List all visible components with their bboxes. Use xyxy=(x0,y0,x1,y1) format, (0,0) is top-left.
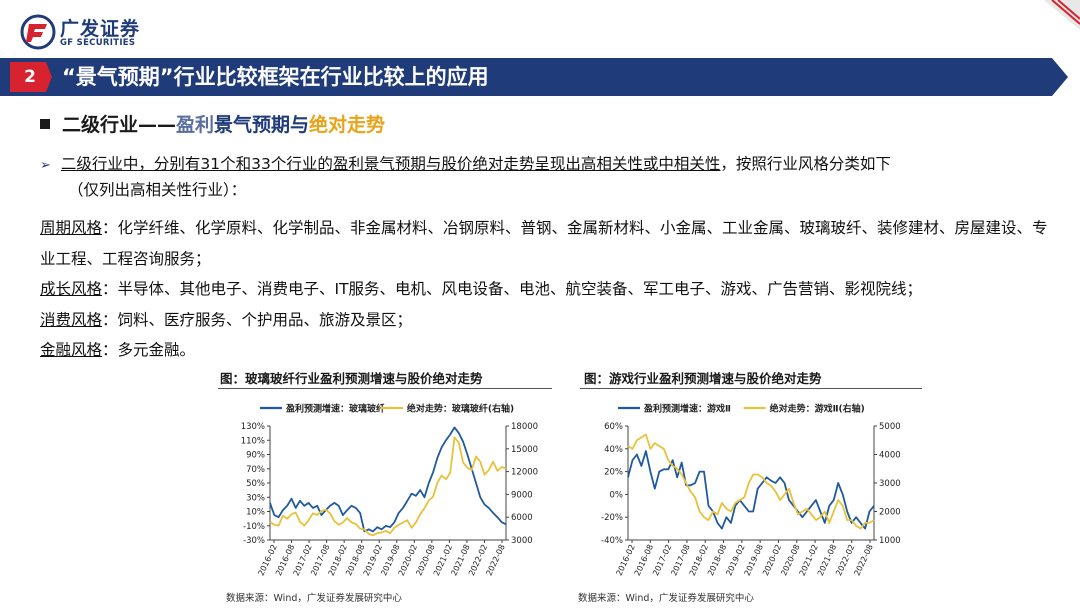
y-tick-label-right: 3000 xyxy=(511,536,533,546)
y-tick-label-left: 30% xyxy=(246,493,265,503)
series-line-growth xyxy=(627,450,875,530)
y-tick-label-right: 18000 xyxy=(511,422,538,432)
caption-divider xyxy=(580,388,922,389)
corner-decoration xyxy=(1044,0,1080,30)
style-item-growth: 成长风格：半导体、其他电子、消费电子、IT服务、电机、风电设备、电池、航空装备、… xyxy=(40,274,1050,305)
bullet-text-rest: ，按照行业风格分类如下 xyxy=(720,155,891,173)
style-label: 周期风格 xyxy=(40,219,103,237)
series-line-price xyxy=(269,436,507,537)
chart-game: 盈利预测增速：游戏Ⅱ 绝对走势：游戏Ⅱ(右轴) 60% 40% 20% 0% -20% -40… xyxy=(601,403,901,578)
y-tick-label-right: 5000 xyxy=(879,422,901,432)
arrow-bullet-icon: ➢ xyxy=(40,158,51,173)
bullet-point: ➢ 二级行业中，分别有31个和33个行业的盈利景气预期与股价绝对走势呈现出高相关性… xyxy=(40,148,1060,182)
y-tick-label-left: -10% xyxy=(243,522,265,532)
legend-label-growth: 盈利预测增速：游戏Ⅱ xyxy=(643,403,731,415)
y-tick-label-right: 3000 xyxy=(879,479,901,489)
chart-caption-glass-fiber: 图：玻璃玻纤行业盈利预测增速与股价绝对走势 xyxy=(220,371,483,386)
y-tick-label-left: 20% xyxy=(604,468,623,478)
chart-source-glass-fiber: 数据来源：Wind，广发证券发展研究中心 xyxy=(226,593,402,604)
chart-source-game: 数据来源：Wind，广发证券发展研究中心 xyxy=(578,593,754,604)
section-heading-part-b: 盈利 xyxy=(176,114,215,136)
style-text: ：半导体、其他电子、消费电子、IT服务、电机、风电设备、电池、航空装备、军工电子… xyxy=(102,280,923,298)
y-tick-label-left: 10% xyxy=(246,508,265,518)
style-item-consumer: 消费风格：饲料、医疗服务、个护用品、旅游及景区； xyxy=(40,305,1050,336)
y-tick-label-left: -30% xyxy=(243,536,265,546)
style-list: 周期风格：化学纤维、化学原料、化学制品、非金属材料、冶钢原料、普钢、金属新材料、… xyxy=(40,213,1050,366)
section-heading-part-d: 绝对走势 xyxy=(309,114,386,136)
style-text: ：饲料、医疗服务、个护用品、旅游及景区； xyxy=(102,310,413,329)
logo-english-name: GF SECURITIES xyxy=(60,38,136,48)
style-label: 金融风格 xyxy=(40,341,103,359)
style-label: 消费风格 xyxy=(40,310,103,329)
chart-glass-fiber: 盈利预测增速：玻璃玻纤 绝对走势：玻璃玻纤(右轴) 130% 110% 90% 70% 50… xyxy=(241,403,538,578)
company-logo: 广发证券 GF SECURITIES xyxy=(20,12,150,54)
y-tick-label-right: 2000 xyxy=(879,508,901,518)
logo-chinese-name: 广发证券 xyxy=(60,18,141,40)
y-tick-label-right: 15000 xyxy=(511,445,538,455)
bullet-text-underlined: 二级行业中，分别有31个和33个行业的盈利景气预期与股价绝对走势呈现出高相关性或… xyxy=(60,155,721,173)
chart-caption-game: 图：游戏行业盈利预测增速与股价绝对走势 xyxy=(584,371,822,386)
legend-label-price: 绝对走势：玻璃玻纤(右轴) xyxy=(407,403,514,415)
bullet-text-line2: （仅列出高相关性行业）： xyxy=(68,181,247,199)
style-text: ：化学纤维、化学原料、化学制品、非金属材料、冶钢原料、普钢、金属新材料、小金属、… xyxy=(40,219,1048,268)
y-tick-label-right: 4000 xyxy=(879,451,901,461)
y-tick-label-left: 70% xyxy=(246,465,265,475)
y-tick-label-left: 130% xyxy=(241,422,265,432)
caption-divider xyxy=(218,388,552,389)
style-label: 成长风格 xyxy=(40,280,103,298)
y-tick-label-right: 1000 xyxy=(879,536,901,546)
section-heading: 二级行业——盈利景气预期与绝对走势 xyxy=(40,110,385,137)
series-line-growth xyxy=(269,426,507,533)
slide-title: “景气预期”行业比较框架在行业比较上的应用 xyxy=(62,65,489,89)
style-item-cycle: 周期风格：化学纤维、化学原料、化学制品、非金属材料、冶钢原料、普钢、金属新材料、… xyxy=(40,213,1050,274)
y-tick-label-left: -40% xyxy=(601,536,623,546)
gf-logo-icon xyxy=(20,14,56,50)
legend-label-growth: 盈利预测增速：玻璃玻纤 xyxy=(285,403,385,415)
y-tick-label-left: -20% xyxy=(601,513,623,523)
y-tick-label-left: 60% xyxy=(604,422,623,432)
series-line-price xyxy=(627,433,875,530)
section-heading-part-a: 二级行业—— xyxy=(62,114,177,136)
title-band xyxy=(0,58,1068,96)
y-tick-label-left: 90% xyxy=(246,451,265,461)
y-tick-label-right: 9000 xyxy=(511,490,533,500)
slide-number: 2 xyxy=(24,67,36,87)
section-heading-part-c: 景气预期与 xyxy=(214,114,310,136)
square-bullet-icon xyxy=(40,118,50,129)
style-item-finance: 金融风格：多元金融。 xyxy=(40,335,1050,366)
y-tick-label-left: 40% xyxy=(604,445,623,455)
style-text: ：多元金融。 xyxy=(102,341,196,359)
y-tick-label-left: 50% xyxy=(246,479,265,489)
y-tick-label-right: 6000 xyxy=(511,513,533,523)
y-tick-label-left: 0% xyxy=(610,490,624,500)
y-tick-label-left: 110% xyxy=(241,436,265,446)
legend-label-price: 绝对走势：游戏Ⅱ(右轴) xyxy=(770,403,865,415)
y-tick-label-right: 12000 xyxy=(511,468,538,478)
